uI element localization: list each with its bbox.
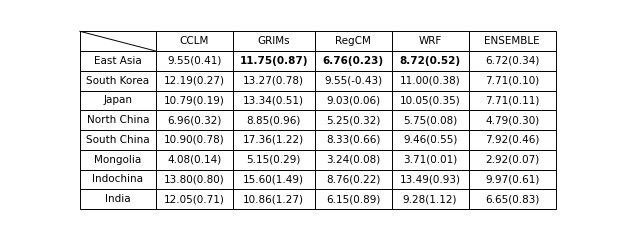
- Text: 9.97(0.61): 9.97(0.61): [485, 174, 539, 184]
- Text: 7.71(0.10): 7.71(0.10): [485, 76, 539, 86]
- Text: India: India: [105, 194, 131, 204]
- Text: 9.46(0.55): 9.46(0.55): [403, 135, 458, 145]
- Text: 6.76(0.23): 6.76(0.23): [322, 56, 384, 66]
- Text: 4.08(0.14): 4.08(0.14): [167, 155, 221, 165]
- Text: ENSEMBLE: ENSEMBLE: [484, 36, 540, 46]
- Text: 6.96(0.32): 6.96(0.32): [167, 115, 221, 125]
- Text: 3.24(0.08): 3.24(0.08): [326, 155, 380, 165]
- Text: 6.72(0.34): 6.72(0.34): [485, 56, 539, 66]
- Text: 9.55(0.41): 9.55(0.41): [167, 56, 221, 66]
- Text: WRF: WRF: [418, 36, 441, 46]
- Text: 3.71(0.01): 3.71(0.01): [403, 155, 457, 165]
- Text: 10.05(0.35): 10.05(0.35): [400, 95, 461, 105]
- Text: 12.19(0.27): 12.19(0.27): [164, 76, 225, 86]
- Text: 9.28(1.12): 9.28(1.12): [403, 194, 458, 204]
- Text: 13.49(0.93): 13.49(0.93): [400, 174, 461, 184]
- Text: 10.79(0.19): 10.79(0.19): [164, 95, 224, 105]
- Text: GRIMs: GRIMs: [257, 36, 290, 46]
- Text: North China: North China: [87, 115, 149, 125]
- Text: Mongolia: Mongolia: [94, 155, 141, 165]
- Text: 4.79(0.30): 4.79(0.30): [485, 115, 539, 125]
- Text: 5.15(0.29): 5.15(0.29): [247, 155, 301, 165]
- Text: 17.36(1.22): 17.36(1.22): [243, 135, 304, 145]
- Text: East Asia: East Asia: [94, 56, 142, 66]
- Text: South China: South China: [86, 135, 149, 145]
- Text: 13.27(0.78): 13.27(0.78): [243, 76, 304, 86]
- Text: 8.85(0.96): 8.85(0.96): [247, 115, 301, 125]
- Text: 9.55(-0.43): 9.55(-0.43): [324, 76, 383, 86]
- Text: CCLM: CCLM: [180, 36, 209, 46]
- Text: South Korea: South Korea: [86, 76, 149, 86]
- Text: Japan: Japan: [104, 95, 132, 105]
- Text: 7.92(0.46): 7.92(0.46): [485, 135, 539, 145]
- Text: 6.65(0.83): 6.65(0.83): [485, 194, 539, 204]
- Text: 10.86(1.27): 10.86(1.27): [243, 194, 304, 204]
- Text: 10.90(0.78): 10.90(0.78): [164, 135, 224, 145]
- Text: 8.33(0.66): 8.33(0.66): [326, 135, 380, 145]
- Text: 12.05(0.71): 12.05(0.71): [164, 194, 224, 204]
- Text: 11.00(0.38): 11.00(0.38): [400, 76, 461, 86]
- Text: 13.80(0.80): 13.80(0.80): [164, 174, 224, 184]
- Text: 9.03(0.06): 9.03(0.06): [326, 95, 380, 105]
- Text: 15.60(1.49): 15.60(1.49): [243, 174, 304, 184]
- Text: 13.34(0.51): 13.34(0.51): [243, 95, 304, 105]
- Text: 8.72(0.52): 8.72(0.52): [399, 56, 461, 66]
- Text: 2.92(0.07): 2.92(0.07): [485, 155, 539, 165]
- Text: 6.15(0.89): 6.15(0.89): [326, 194, 380, 204]
- Text: 8.76(0.22): 8.76(0.22): [326, 174, 380, 184]
- Text: RegCM: RegCM: [335, 36, 371, 46]
- Text: 5.25(0.32): 5.25(0.32): [326, 115, 380, 125]
- Text: Indochina: Indochina: [92, 174, 143, 184]
- Text: 11.75(0.87): 11.75(0.87): [239, 56, 308, 66]
- Text: 5.75(0.08): 5.75(0.08): [403, 115, 457, 125]
- Text: 7.71(0.11): 7.71(0.11): [485, 95, 539, 105]
